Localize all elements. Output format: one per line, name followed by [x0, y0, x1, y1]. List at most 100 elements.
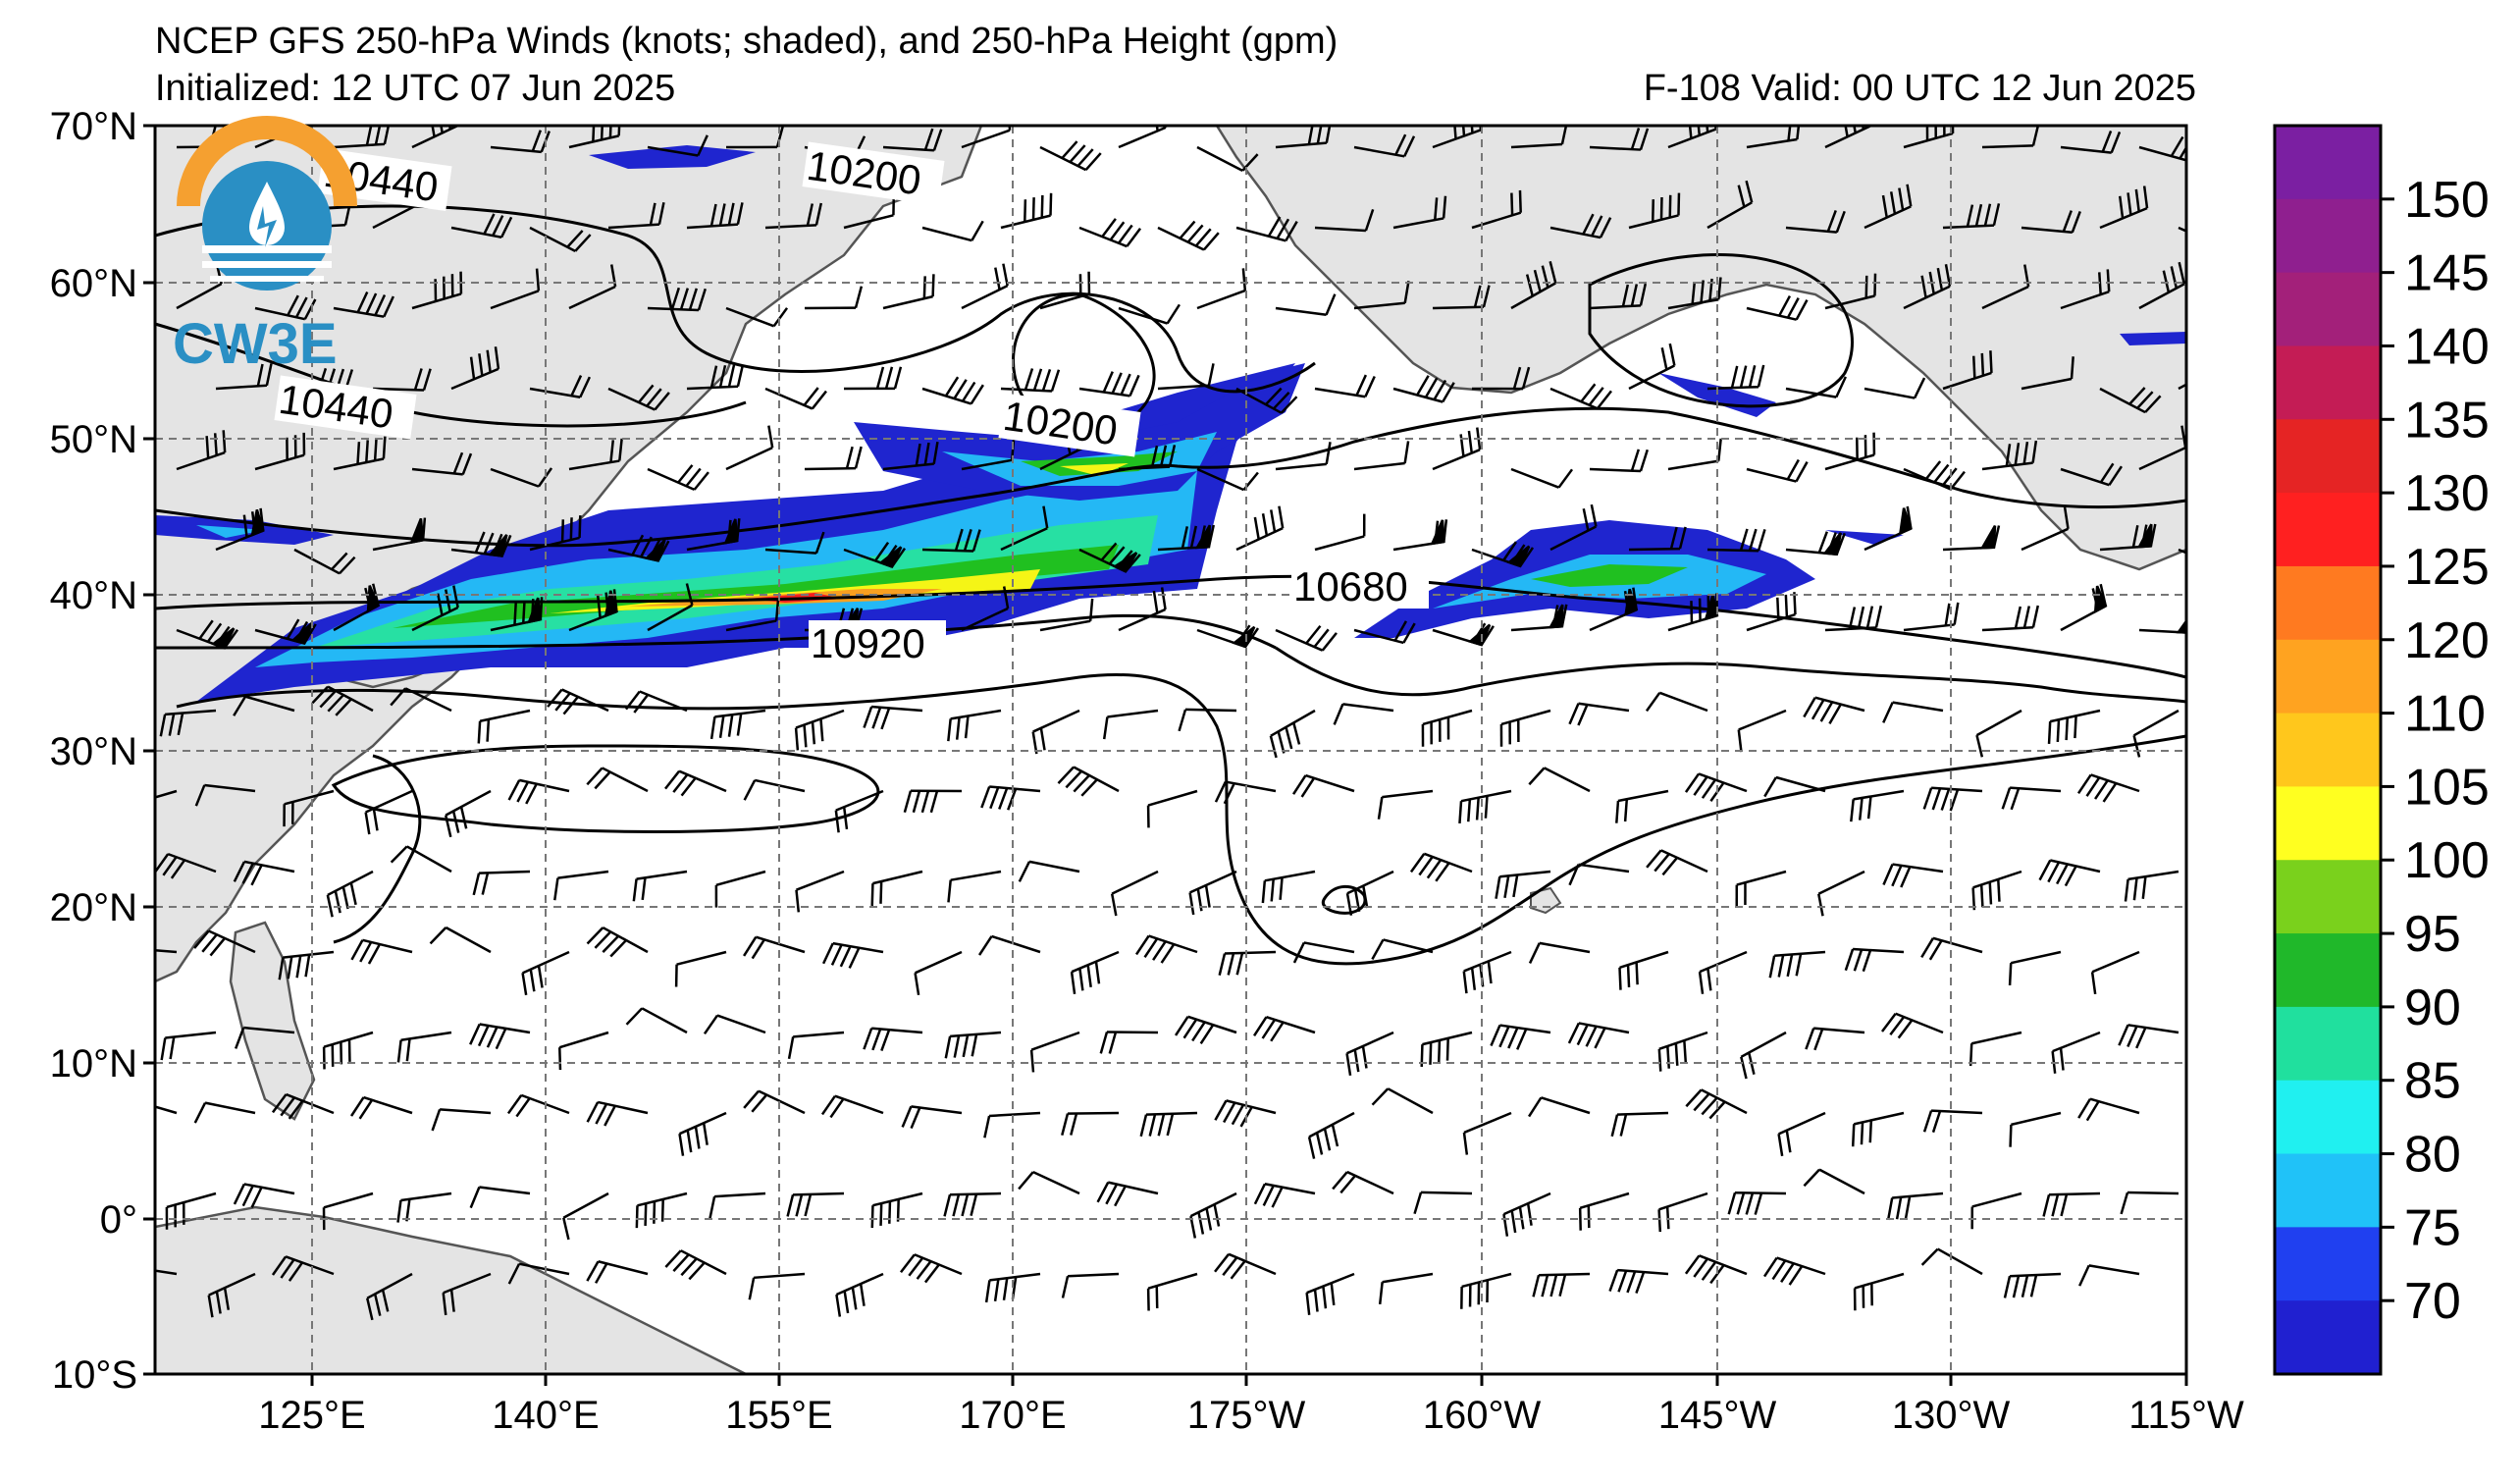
colorbar-segment — [2275, 713, 2381, 787]
wind-barb — [1269, 709, 1316, 759]
wind-barb — [1057, 766, 1120, 797]
latitude-labels: 70°N 60°N 50°N 40°N 30°N 20°N 10°N 0° 10… — [50, 105, 137, 1397]
wind-barb — [2009, 1111, 2062, 1147]
wind-barb — [1922, 786, 1983, 812]
wind-barb — [943, 1192, 1002, 1217]
wind-barb — [835, 1272, 884, 1317]
wind-barb — [1746, 592, 1797, 632]
wind-barb — [1413, 1191, 1473, 1215]
wind-barb — [1134, 934, 1198, 964]
wind-barb — [1746, 458, 1809, 483]
wind-barb — [1851, 1111, 1905, 1147]
wind-barb — [1608, 1268, 1669, 1295]
wind-barb — [961, 263, 1009, 310]
jet-stream-top — [589, 145, 756, 169]
wind-barb — [207, 1272, 256, 1318]
wind-barb — [1667, 438, 1722, 471]
wind-barb — [444, 789, 492, 838]
wind-barb — [1392, 195, 1447, 230]
wind-barb — [1275, 293, 1337, 316]
wind-barb — [1314, 374, 1376, 398]
wind-barb — [1589, 449, 1649, 473]
wind-barb — [1824, 605, 1883, 632]
wind-barb — [1567, 1022, 1630, 1049]
wind-barb — [2038, 859, 2101, 887]
wind-barb — [1305, 1272, 1355, 1315]
wind-barb — [1214, 780, 1277, 805]
wind-barb — [1235, 387, 1298, 414]
contour-label: 10680 — [1293, 563, 1408, 609]
wind-barb — [2003, 1272, 2062, 1298]
wind-barb — [364, 789, 413, 835]
wind-barb — [843, 541, 907, 568]
map-title: NCEP GFS 250-hPa Winds (knots; shaded), … — [155, 21, 1339, 62]
lon-label: 140°E — [492, 1394, 599, 1437]
wind-barb — [553, 870, 609, 901]
wind-barb — [1880, 1012, 1944, 1039]
colorbar-segment — [2275, 1227, 2381, 1301]
wind-barb — [1174, 1015, 1237, 1044]
wind-barb — [1970, 1192, 2022, 1230]
wind-barb — [1039, 598, 1094, 632]
wind-barb — [1292, 941, 1355, 964]
wind-barb — [2076, 773, 2140, 803]
wind-barb — [1078, 542, 1141, 573]
wind-barb — [1178, 708, 1237, 732]
wind-barb — [477, 709, 531, 744]
wind-barb — [794, 709, 845, 751]
wind-barb — [632, 870, 688, 902]
wind-barb — [1490, 1024, 1551, 1050]
wind-barb — [1118, 126, 1168, 149]
colorbar-tick-label: 80 — [2404, 1127, 2461, 1184]
wind-barb — [1628, 526, 1687, 552]
wind-barb — [2099, 185, 2149, 230]
cw3e-logo: CW3E — [173, 116, 357, 376]
colorbar-segment — [2275, 786, 2381, 861]
wind-barb — [1110, 870, 1159, 917]
wind-barb — [215, 507, 265, 552]
wind-barb — [947, 870, 1002, 903]
land-north-america — [1215, 126, 2186, 571]
wind-barb — [743, 1089, 806, 1115]
wind-barb — [914, 950, 963, 996]
lon-label: 125°E — [258, 1394, 365, 1437]
lon-label: 170°E — [959, 1394, 1066, 1437]
wind-barb — [586, 1100, 649, 1127]
wind-barb — [1805, 1027, 1865, 1051]
wind-barb — [870, 1192, 923, 1229]
wind-barb — [1920, 1247, 1983, 1276]
wind-barb — [1727, 1192, 1787, 1215]
wind-barb — [1078, 218, 1142, 248]
wind-barb — [1146, 789, 1198, 828]
wind-barb — [271, 1255, 335, 1282]
wind-barb — [472, 870, 531, 896]
wind-barb — [1253, 1183, 1316, 1208]
wind-barb — [1196, 145, 1259, 172]
wind-barb — [1275, 442, 1332, 471]
wind-barb — [1039, 140, 1102, 172]
wind-barb — [1314, 208, 1375, 233]
wind-barb — [1353, 620, 1416, 645]
wind-barb — [1196, 624, 1260, 649]
wind-barb — [160, 1031, 217, 1061]
wind-barb — [674, 950, 727, 987]
wind-barb — [1615, 789, 1669, 823]
wind-barb — [1471, 541, 1535, 568]
wind-barb — [586, 1260, 649, 1284]
colorbar-tick-label: 145 — [2404, 245, 2490, 302]
wind-barb — [1628, 192, 1681, 230]
wind-barb — [1657, 1192, 1708, 1233]
wind-barb — [586, 767, 649, 793]
colorbar-frame — [2273, 124, 2383, 1376]
wind-barb — [2118, 1024, 2179, 1049]
lon-label: 160°W — [1423, 1394, 1542, 1437]
wind-barb — [1528, 1096, 1591, 1118]
colorbar-segment — [2275, 639, 2381, 715]
wind-barb — [1942, 350, 1993, 391]
wind-barb — [1549, 503, 1598, 552]
wind-barb — [562, 1192, 609, 1241]
wind-barb — [1345, 1031, 1394, 1076]
wind-barb — [1882, 701, 1944, 723]
wind-barb — [1353, 133, 1416, 158]
wind-barb — [624, 690, 688, 714]
